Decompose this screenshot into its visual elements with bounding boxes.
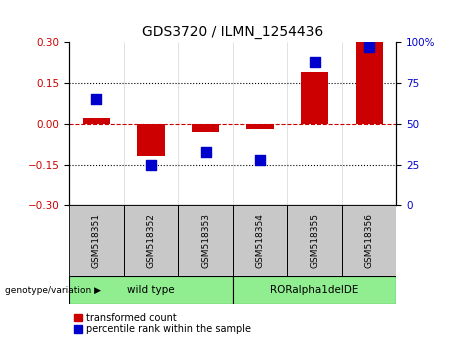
Bar [355,42,383,124]
Point [311,59,318,65]
Bar [233,276,396,304]
Bar [69,276,233,304]
Text: GSM518356: GSM518356 [365,213,374,268]
Text: GSM518353: GSM518353 [201,213,210,268]
Title: GDS3720 / ILMN_1254436: GDS3720 / ILMN_1254436 [142,25,324,39]
Text: wild type: wild type [127,285,175,295]
Point [366,45,373,50]
Bar [342,205,396,276]
Legend: transformed count, percentile rank within the sample: transformed count, percentile rank withi… [74,313,251,334]
Bar [83,119,110,124]
Bar [301,72,328,124]
Bar [69,205,124,276]
Point [202,149,209,154]
Text: GSM518354: GSM518354 [255,213,265,268]
Point [93,97,100,102]
Bar [247,124,274,129]
Bar [233,205,287,276]
Text: genotype/variation ▶: genotype/variation ▶ [5,286,100,295]
Bar [137,124,165,156]
Text: GSM518355: GSM518355 [310,213,319,268]
Bar [124,205,178,276]
Text: GSM518352: GSM518352 [147,213,155,268]
Text: GSM518351: GSM518351 [92,213,101,268]
Bar [178,205,233,276]
Bar [192,124,219,132]
Point [256,157,264,162]
Point [148,162,155,167]
Bar [287,205,342,276]
Text: RORalpha1delDE: RORalpha1delDE [271,285,359,295]
